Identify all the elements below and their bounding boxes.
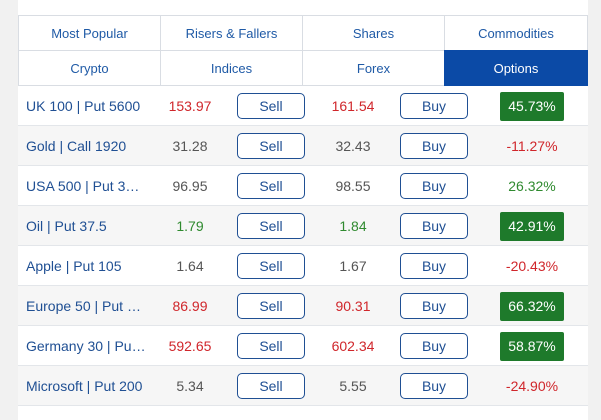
tab-shares[interactable]: Shares xyxy=(302,15,445,51)
tab-options[interactable]: Options xyxy=(444,50,588,86)
table-row: Apple | Put 105 1.64 Sell 1.67 Buy -20.4… xyxy=(18,246,588,286)
sell-button[interactable]: Sell xyxy=(237,133,305,159)
sell-price: 592.65 xyxy=(168,338,212,354)
buy-price: 602.34 xyxy=(331,338,375,354)
instrument-name: Oil | Put 37.5 xyxy=(26,218,107,234)
instrument-name: UK 100 | Put 5600 xyxy=(26,98,141,114)
buy-price: 161.54 xyxy=(331,98,375,114)
table-row: Europe 50 | Put 2500 86.99 Sell 90.31 Bu… xyxy=(18,286,588,326)
tab-risers-fallers[interactable]: Risers & Fallers xyxy=(160,15,303,51)
change-percent: 42.91% xyxy=(500,211,564,241)
tab-most-popular[interactable]: Most Popular xyxy=(18,15,161,51)
buy-button[interactable]: Buy xyxy=(400,333,468,359)
change-cell: 42.91% xyxy=(500,206,564,246)
buy-button[interactable]: Buy xyxy=(400,373,468,399)
instrument-name-link[interactable]: USA 500 | Put 3250 xyxy=(26,166,146,206)
instrument-name-link[interactable]: Apple | Put 105 xyxy=(26,246,146,286)
sell-price: 153.97 xyxy=(168,98,212,114)
buy-price: 5.55 xyxy=(339,378,367,394)
sell-button[interactable]: Sell xyxy=(237,333,305,359)
sell-button[interactable]: Sell xyxy=(237,213,305,239)
buy-button[interactable]: Buy xyxy=(400,173,468,199)
table-row: Oil | Put 37.5 1.79 Sell 1.84 Buy 42.91% xyxy=(18,206,588,246)
buy-price: 90.31 xyxy=(335,298,371,314)
tab-crypto[interactable]: Crypto xyxy=(18,50,161,86)
instrument-name: Microsoft | Put 200 xyxy=(26,378,143,394)
sell-price: 1.79 xyxy=(176,218,204,234)
change-percent: -11.27% xyxy=(506,138,558,154)
change-cell: -24.90% xyxy=(500,366,564,406)
buy-button[interactable]: Buy xyxy=(400,293,468,319)
instrument-name-link[interactable]: Europe 50 | Put 2500 xyxy=(26,286,146,326)
tab-indices[interactable]: Indices xyxy=(160,50,303,86)
sell-button[interactable]: Sell xyxy=(237,93,305,119)
buy-button[interactable]: Buy xyxy=(400,253,468,279)
change-cell: 66.32% xyxy=(500,286,564,326)
change-cell: -20.43% xyxy=(500,246,564,286)
sell-button[interactable]: Sell xyxy=(237,173,305,199)
instrument-name: Europe 50 | Put 2500 xyxy=(26,298,146,314)
instrument-name-link[interactable]: Germany 30 | Put 12000 xyxy=(26,326,146,366)
market-tabs: Most Popular Risers & Fallers Shares Com… xyxy=(18,15,588,87)
tab-forex[interactable]: Forex xyxy=(302,50,445,86)
buy-price: 32.43 xyxy=(335,138,371,154)
table-row: USA 500 | Put 3250 96.95 Sell 98.55 Buy … xyxy=(18,166,588,206)
sell-price: 96.95 xyxy=(172,178,208,194)
sell-price: 5.34 xyxy=(176,378,204,394)
change-cell: -11.27% xyxy=(500,126,564,166)
buy-button[interactable]: Buy xyxy=(400,93,468,119)
markets-panel: Most Popular Risers & Fallers Shares Com… xyxy=(18,0,588,420)
table-row: UK 100 | Put 5600 153.97 Sell 161.54 Buy… xyxy=(18,86,588,126)
table-row: Microsoft | Put 200 5.34 Sell 5.55 Buy -… xyxy=(18,366,588,406)
instrument-name: Germany 30 | Put 12000 xyxy=(26,338,146,354)
instrument-name: Apple | Put 105 xyxy=(26,258,122,274)
change-cell: 26.32% xyxy=(500,166,564,206)
tab-commodities[interactable]: Commodities xyxy=(444,15,588,51)
change-percent: 26.32% xyxy=(508,178,556,194)
buy-button[interactable]: Buy xyxy=(400,213,468,239)
sell-button[interactable]: Sell xyxy=(237,373,305,399)
change-percent: 58.87% xyxy=(500,331,564,361)
table-row: Gold | Call 1920 31.28 Sell 32.43 Buy -1… xyxy=(18,126,588,166)
change-percent: -24.90% xyxy=(505,378,559,394)
buy-button[interactable]: Buy xyxy=(400,133,468,159)
instrument-name: USA 500 | Put 3250 xyxy=(26,178,146,194)
instrument-name-link[interactable]: Oil | Put 37.5 xyxy=(26,206,146,246)
instrument-name: Gold | Call 1920 xyxy=(26,138,127,154)
table-row: Germany 30 | Put 12000 592.65 Sell 602.3… xyxy=(18,326,588,366)
sell-price: 86.99 xyxy=(172,298,208,314)
change-percent: -20.43% xyxy=(505,258,559,274)
sell-price: 1.64 xyxy=(176,258,204,274)
instrument-name-link[interactable]: Microsoft | Put 200 xyxy=(26,366,146,406)
change-percent: 45.73% xyxy=(500,91,564,121)
buy-price: 1.67 xyxy=(339,258,367,274)
buy-price: 98.55 xyxy=(335,178,371,194)
change-cell: 45.73% xyxy=(500,86,564,126)
instrument-name-link[interactable]: UK 100 | Put 5600 xyxy=(26,86,146,126)
change-cell: 58.87% xyxy=(500,326,564,366)
sell-button[interactable]: Sell xyxy=(237,293,305,319)
change-percent: 66.32% xyxy=(500,291,564,321)
sell-button[interactable]: Sell xyxy=(237,253,305,279)
buy-price: 1.84 xyxy=(339,218,367,234)
instrument-list: UK 100 | Put 5600 153.97 Sell 161.54 Buy… xyxy=(18,86,588,406)
instrument-name-link[interactable]: Gold | Call 1920 xyxy=(26,126,146,166)
sell-price: 31.28 xyxy=(172,138,208,154)
